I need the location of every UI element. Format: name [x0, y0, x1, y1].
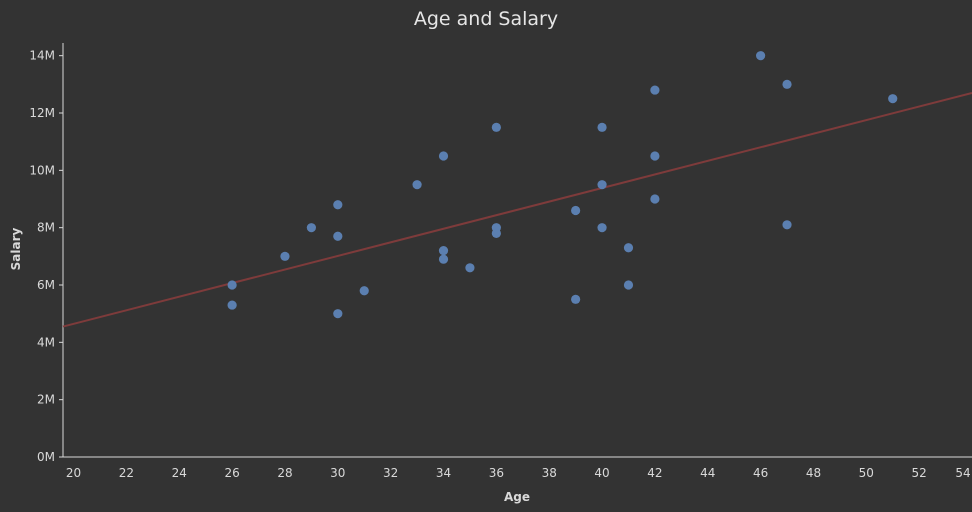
trend-line: [62, 91, 972, 328]
data-point[interactable]: [227, 280, 237, 290]
data-point[interactable]: [333, 200, 343, 210]
trend-line-group: [62, 91, 972, 328]
data-point[interactable]: [888, 94, 898, 104]
y-tick-label: 8M: [37, 221, 55, 235]
x-tick-label: 34: [436, 466, 451, 480]
data-point[interactable]: [438, 246, 449, 256]
axes-group: [62, 43, 972, 458]
chart-title: Age and Salary: [413, 8, 559, 30]
data-point[interactable]: [359, 286, 369, 296]
x-tick-label: 48: [806, 466, 821, 480]
data-point[interactable]: [623, 243, 634, 253]
x-tick-labels: 20 22 24 26 28 30 32 34 36 38 40 42 44 46 48 50 52 54: [66, 466, 971, 480]
data-point[interactable]: [597, 180, 607, 190]
x-tick-label: 46: [753, 466, 768, 480]
data-point[interactable]: [438, 254, 449, 264]
data-point[interactable]: [571, 294, 581, 304]
data-point[interactable]: [650, 151, 660, 161]
x-tick-label: 22: [119, 466, 134, 480]
y-tick-label: 12M: [29, 106, 55, 120]
x-tick-label: 20: [66, 466, 81, 480]
data-points: [227, 51, 898, 319]
data-point[interactable]: [782, 220, 792, 230]
data-point[interactable]: [571, 205, 581, 216]
x-tick-label: 38: [542, 466, 557, 480]
data-point[interactable]: [438, 151, 449, 161]
y-tick-label: 0M: [37, 450, 55, 464]
y-tick-label: 14M: [29, 49, 55, 63]
x-tick-label: 40: [594, 466, 609, 480]
x-tick-label: 24: [172, 466, 187, 480]
y-tick-labels: 0M 2M 4M 6M 8M 10M 12M 14M: [29, 49, 63, 464]
y-tick-label: 4M: [37, 335, 55, 349]
x-tick-label: 44: [700, 466, 715, 480]
data-point[interactable]: [782, 79, 792, 89]
data-point[interactable]: [623, 280, 634, 290]
data-point[interactable]: [756, 51, 766, 61]
data-point[interactable]: [597, 223, 607, 233]
data-point[interactable]: [491, 228, 501, 238]
y-tick-label: 2M: [37, 393, 55, 407]
data-point[interactable]: [333, 309, 343, 319]
x-tick-label: 30: [330, 466, 345, 480]
data-point[interactable]: [465, 263, 475, 273]
data-point[interactable]: [333, 231, 343, 241]
x-tick-label: 28: [277, 466, 292, 480]
data-point[interactable]: [650, 194, 660, 204]
data-point[interactable]: [280, 251, 290, 261]
x-axis-label: Age: [504, 490, 530, 504]
y-tick-label: 6M: [37, 278, 55, 292]
y-tick-label: 10M: [29, 163, 55, 177]
data-point[interactable]: [650, 85, 660, 95]
x-tick-label: 42: [647, 466, 662, 480]
x-tick-label: 54: [955, 466, 970, 480]
x-tick-label: 32: [383, 466, 398, 480]
data-point[interactable]: [306, 223, 316, 233]
x-tick-label: 52: [912, 466, 927, 480]
y-axis-label: Salary: [9, 227, 23, 270]
data-point[interactable]: [597, 122, 607, 132]
data-point[interactable]: [412, 180, 422, 190]
data-point[interactable]: [491, 122, 501, 132]
x-tick-label: 26: [224, 466, 239, 480]
x-tick-label: 50: [859, 466, 874, 480]
x-tick-label: 36: [489, 466, 504, 480]
data-point[interactable]: [227, 300, 237, 310]
